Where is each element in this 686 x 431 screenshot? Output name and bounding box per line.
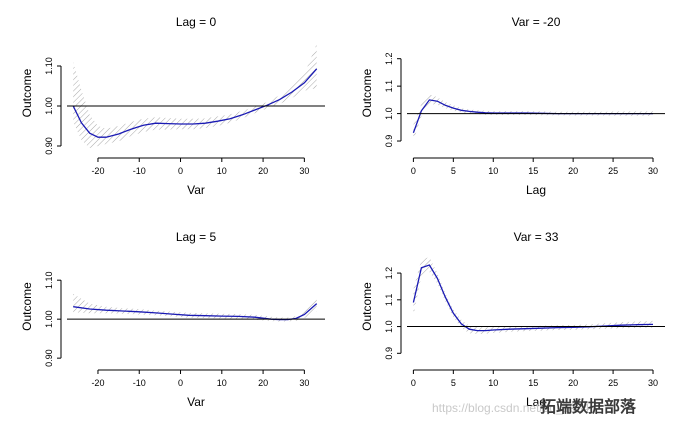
chart-title: Lag = 5 (176, 230, 217, 244)
y-tick-label: 1.10 (44, 271, 54, 289)
chart-title: Lag = 0 (176, 15, 217, 29)
x-axis-label: Var (187, 395, 205, 409)
y-tick-label: 1.0 (384, 320, 394, 333)
watermark-logo: 拓端数据部落 (540, 399, 637, 416)
x-tick-label: -10 (133, 166, 146, 176)
chart-title: Var = 33 (514, 230, 559, 244)
x-tick-label: 20 (568, 378, 578, 388)
x-tick-label: 20 (258, 166, 268, 176)
x-tick-label: -20 (91, 378, 104, 388)
y-tick-label: 0.90 (44, 137, 54, 155)
x-tick-label: 30 (648, 378, 658, 388)
y-tick-label: 1.10 (44, 57, 54, 75)
y-tick-label: 0.9 (384, 347, 394, 360)
y-tick-label: 1.0 (384, 107, 394, 120)
x-tick-label: 20 (258, 378, 268, 388)
x-tick-label: 25 (608, 166, 618, 176)
x-tick-label: 10 (488, 166, 498, 176)
watermark-url: https://blog.csdn.net/qq_1934 (432, 401, 590, 415)
y-tick-label: 1.00 (44, 97, 54, 115)
x-tick-label: 15 (528, 166, 538, 176)
x-tick-label: -20 (91, 166, 104, 176)
x-tick-label: -10 (133, 378, 146, 388)
x-tick-label: 10 (488, 378, 498, 388)
y-tick-label: 1.00 (44, 310, 54, 328)
x-tick-label: 5 (451, 378, 456, 388)
x-tick-label: 30 (648, 166, 658, 176)
y-axis-label: Outcome (20, 282, 34, 331)
x-tick-label: 5 (451, 166, 456, 176)
chart-panel-2: Var = -20 0 5 10 15 20 25 30 0.9 1.0 1.1 1.2 Lag Outc… (360, 15, 665, 197)
y-axis-label: Outcome (20, 68, 34, 117)
x-axis-label: Lag (526, 395, 546, 409)
confidence-band (73, 293, 317, 322)
chart-panel-1: Lag = 0 -20 -10 0 10 20 30 0.90 1.00 1.10 Var Outco… (20, 15, 325, 197)
y-tick-label: 0.9 (384, 135, 394, 148)
x-tick-label: 0 (178, 378, 183, 388)
chart-title: Var = -20 (512, 15, 561, 29)
y-tick-label: 0.90 (44, 349, 54, 367)
x-axis-label: Var (187, 183, 205, 197)
x-tick-label: 15 (528, 378, 538, 388)
x-tick-label: 0 (411, 378, 416, 388)
y-tick-label: 1.2 (384, 267, 394, 280)
y-tick-label: 1.1 (384, 80, 394, 93)
estimate-line (72, 68, 318, 138)
chart-panel-4: Var = 33 0 5 10 15 20 25 30 0.9 1.0 1.1 1.2 Lag Outco… (360, 230, 665, 409)
x-tick-label: 0 (178, 166, 183, 176)
x-tick-label: 10 (217, 378, 227, 388)
estimate-line (412, 264, 654, 332)
x-tick-label: 0 (411, 166, 416, 176)
chart-panel-3: Lag = 5 -20 -10 0 10 20 30 0.90 1.00 1.10 Var Outco… (20, 230, 325, 409)
y-tick-label: 1.2 (384, 52, 394, 65)
x-tick-label: 20 (568, 166, 578, 176)
x-axis-label: Lag (526, 183, 546, 197)
y-axis-label: Outcome (360, 68, 374, 117)
confidence-band (413, 257, 653, 334)
y-axis-label: Outcome (360, 282, 374, 331)
y-tick-label: 1.1 (384, 294, 394, 307)
x-tick-label: 10 (217, 166, 227, 176)
x-tick-label: 25 (608, 378, 618, 388)
confidence-band (413, 94, 653, 141)
confidence-band (73, 44, 317, 148)
x-tick-label: 30 (299, 378, 309, 388)
x-tick-label: 30 (299, 166, 309, 176)
